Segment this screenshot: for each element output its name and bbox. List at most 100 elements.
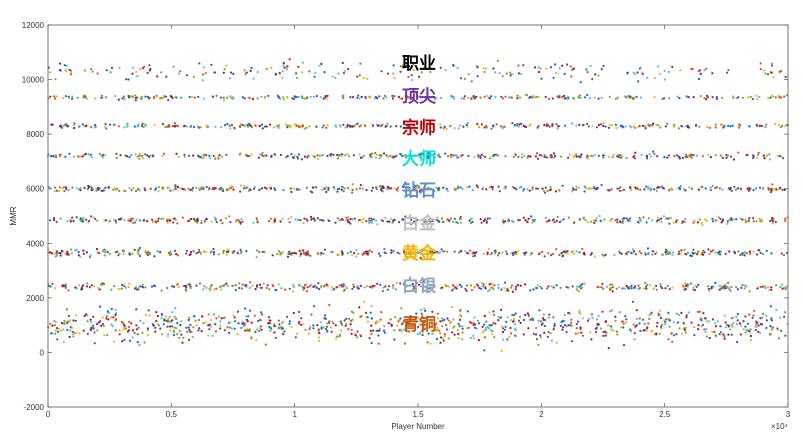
scatter-point: [714, 154, 717, 157]
scatter-point: [83, 314, 86, 318]
scatter-point: [102, 325, 105, 328]
scatter-point: [399, 282, 402, 285]
scatter-point: [454, 286, 457, 289]
scatter-point: [696, 310, 700, 313]
scatter-point: [393, 338, 396, 341]
scatter-point: [748, 290, 751, 293]
scatter-point: [610, 328, 613, 331]
scatter-point: [112, 316, 115, 319]
scatter-point: [627, 218, 630, 222]
scatter-point: [520, 156, 524, 159]
scatter-point: [189, 250, 193, 254]
scatter-point: [577, 332, 580, 335]
scatter-point: [336, 335, 339, 338]
scatter-point: [398, 329, 401, 332]
scatter-point: [293, 123, 296, 126]
scatter-point: [137, 287, 140, 290]
scatter-point: [124, 190, 127, 193]
scatter-point: [452, 95, 455, 98]
scatter-point: [88, 286, 91, 289]
scatter-point: [378, 154, 381, 157]
scatter-point: [503, 187, 506, 190]
scatter-point: [231, 251, 234, 254]
scatter-point: [771, 94, 774, 97]
scatter-point: [514, 334, 517, 338]
scatter-point: [134, 189, 138, 193]
scatter-point: [692, 221, 695, 224]
scatter-point: [173, 326, 176, 329]
scatter-point: [167, 98, 170, 102]
scatter-point: [484, 328, 487, 331]
scatter-point: [610, 325, 613, 328]
scatter-point: [727, 333, 730, 336]
scatter-point: [607, 155, 610, 158]
scatter-point: [476, 184, 479, 187]
scatter-point: [535, 338, 539, 341]
scatter-point: [492, 67, 495, 70]
scatter-point: [180, 320, 183, 323]
scatter-point: [558, 221, 561, 224]
scatter-point: [607, 347, 610, 350]
y-tick-label: 12000: [22, 21, 45, 30]
scatter-point: [103, 154, 107, 157]
scatter-point: [289, 187, 292, 190]
scatter-point: [98, 153, 102, 156]
scatter-point: [701, 155, 705, 158]
scatter-point: [61, 187, 64, 190]
scatter-point: [552, 152, 556, 155]
x-tick-label: 2: [539, 410, 544, 419]
scatter-point: [401, 185, 404, 188]
scatter-point: [514, 288, 517, 291]
scatter-point: [506, 316, 509, 319]
scatter-point: [630, 96, 633, 99]
scatter-point: [332, 186, 335, 189]
scatter-point: [354, 334, 357, 337]
scatter-point: [110, 288, 113, 291]
scatter-point: [142, 126, 145, 129]
scatter-point: [718, 284, 721, 287]
scatter-point: [675, 154, 679, 157]
scatter-point: [75, 314, 78, 317]
scatter-point: [746, 329, 749, 332]
scatter-point: [51, 324, 54, 327]
scatter-point: [186, 330, 189, 333]
scatter-point: [236, 251, 239, 254]
scatter-point: [127, 94, 130, 98]
scatter-point: [221, 188, 224, 191]
scatter-point: [298, 310, 301, 314]
scatter-point: [376, 282, 379, 285]
scatter-point: [657, 65, 660, 68]
scatter-point: [55, 327, 59, 330]
scatter-point: [115, 318, 118, 321]
scatter-point: [453, 333, 456, 336]
scatter-point: [219, 320, 222, 323]
scatter-point: [194, 319, 197, 322]
scatter-point: [748, 125, 751, 128]
scatter-point: [342, 123, 345, 126]
scatter-point: [159, 251, 162, 254]
scatter-point: [267, 94, 270, 97]
scatter-point: [387, 156, 390, 159]
scatter-point: [715, 325, 718, 328]
scatter-point: [537, 70, 541, 74]
scatter-point: [592, 155, 595, 158]
scatter-point: [566, 252, 569, 255]
scatter-point: [620, 326, 623, 329]
scatter-point: [244, 73, 247, 76]
scatter-point: [694, 123, 698, 127]
scatter-point: [466, 186, 469, 189]
scatter-point: [594, 187, 597, 190]
scatter-point: [341, 253, 344, 256]
scatter-point: [581, 334, 585, 337]
scatter-point: [574, 332, 578, 335]
scatter-point: [232, 97, 235, 100]
scatter-point: [439, 66, 442, 69]
scatter-point: [128, 329, 131, 332]
scatter-point: [420, 308, 423, 311]
scatter-point: [567, 156, 570, 159]
scatter-point: [169, 329, 172, 332]
scatter-point: [708, 252, 711, 256]
scatter-point: [185, 125, 188, 128]
scatter-point: [527, 314, 531, 317]
scatter-point: [456, 66, 459, 70]
